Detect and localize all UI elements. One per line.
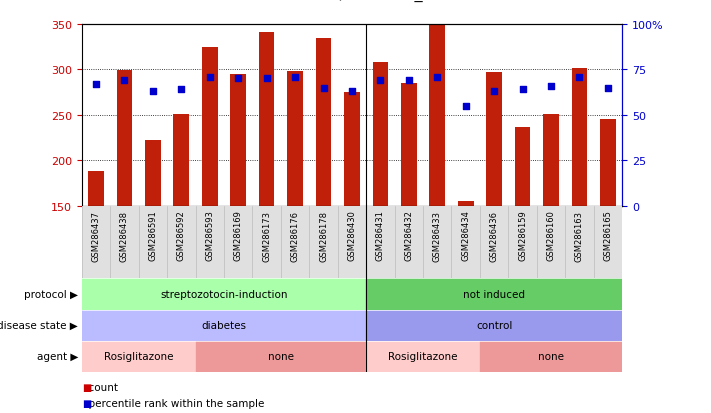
Bar — [173, 115, 189, 206]
Bar — [515, 128, 530, 206]
Point — [346, 89, 358, 95]
Text: GDS4036 / 1439526_at: GDS4036 / 1439526_at — [272, 0, 439, 2]
Text: GSM286160: GSM286160 — [547, 210, 555, 261]
Text: disease state ▶: disease state ▶ — [0, 320, 78, 330]
Text: agent ▶: agent ▶ — [37, 351, 78, 361]
Bar — [600, 120, 616, 206]
Text: streptozotocin-induction: streptozotocin-induction — [160, 289, 288, 299]
Bar — [230, 75, 246, 206]
Bar — [82, 310, 366, 341]
Bar — [259, 33, 274, 206]
Bar — [366, 310, 622, 341]
Bar — [344, 93, 360, 206]
Text: GSM286438: GSM286438 — [120, 210, 129, 261]
Text: GSM286593: GSM286593 — [205, 210, 214, 261]
Bar — [366, 279, 622, 310]
Text: GSM286176: GSM286176 — [291, 210, 299, 261]
Text: ■: ■ — [82, 382, 91, 392]
Point — [289, 74, 301, 81]
Text: GSM286431: GSM286431 — [376, 210, 385, 261]
Point — [232, 76, 244, 83]
Bar — [82, 279, 366, 310]
Point — [318, 85, 329, 92]
Text: count: count — [82, 382, 118, 392]
Point — [403, 78, 415, 84]
Bar — [572, 69, 587, 206]
Bar — [82, 341, 196, 372]
Bar — [486, 73, 502, 206]
Point — [261, 76, 272, 83]
Text: none: none — [268, 351, 294, 361]
Bar — [480, 341, 622, 372]
Point — [488, 89, 500, 95]
Text: GSM286173: GSM286173 — [262, 210, 271, 261]
Text: ■: ■ — [82, 398, 91, 408]
Text: GSM286437: GSM286437 — [92, 210, 100, 261]
Point — [119, 78, 130, 84]
Point — [147, 89, 159, 95]
Text: GSM286169: GSM286169 — [234, 210, 242, 261]
Text: GSM286165: GSM286165 — [604, 210, 612, 261]
Point — [204, 74, 215, 81]
Point — [176, 87, 187, 93]
Text: GSM286430: GSM286430 — [348, 210, 356, 261]
Point — [574, 74, 585, 81]
Bar — [316, 38, 331, 206]
Point — [460, 103, 471, 110]
Point — [602, 85, 614, 92]
Text: Rosiglitazone: Rosiglitazone — [388, 351, 458, 361]
Text: GSM286591: GSM286591 — [149, 210, 157, 261]
Text: GSM286592: GSM286592 — [177, 210, 186, 261]
Text: protocol ▶: protocol ▶ — [24, 289, 78, 299]
Bar — [458, 202, 474, 206]
Text: percentile rank within the sample: percentile rank within the sample — [82, 398, 264, 408]
Text: GSM286178: GSM286178 — [319, 210, 328, 261]
Text: GSM286436: GSM286436 — [490, 210, 498, 261]
Text: GSM286433: GSM286433 — [433, 210, 442, 261]
Point — [432, 74, 443, 81]
Text: GSM286163: GSM286163 — [575, 210, 584, 261]
Text: Rosiglitazone: Rosiglitazone — [104, 351, 173, 361]
Bar — [117, 71, 132, 206]
Text: GSM286432: GSM286432 — [405, 210, 413, 261]
Bar — [145, 140, 161, 206]
Bar — [196, 341, 366, 372]
Bar — [88, 172, 104, 206]
Bar — [202, 47, 218, 206]
Bar — [543, 115, 559, 206]
Text: diabetes: diabetes — [201, 320, 247, 330]
Point — [375, 78, 386, 84]
Bar — [287, 72, 303, 206]
Point — [90, 81, 102, 88]
Text: not induced: not induced — [463, 289, 525, 299]
Text: control: control — [476, 320, 513, 330]
Bar — [401, 84, 417, 206]
Text: GSM286434: GSM286434 — [461, 210, 470, 261]
Point — [517, 87, 528, 93]
Bar — [366, 341, 480, 372]
Text: none: none — [538, 351, 564, 361]
Bar — [82, 206, 622, 279]
Text: GSM286159: GSM286159 — [518, 210, 527, 261]
Bar — [429, 26, 445, 206]
Point — [545, 83, 557, 90]
Bar — [373, 63, 388, 206]
